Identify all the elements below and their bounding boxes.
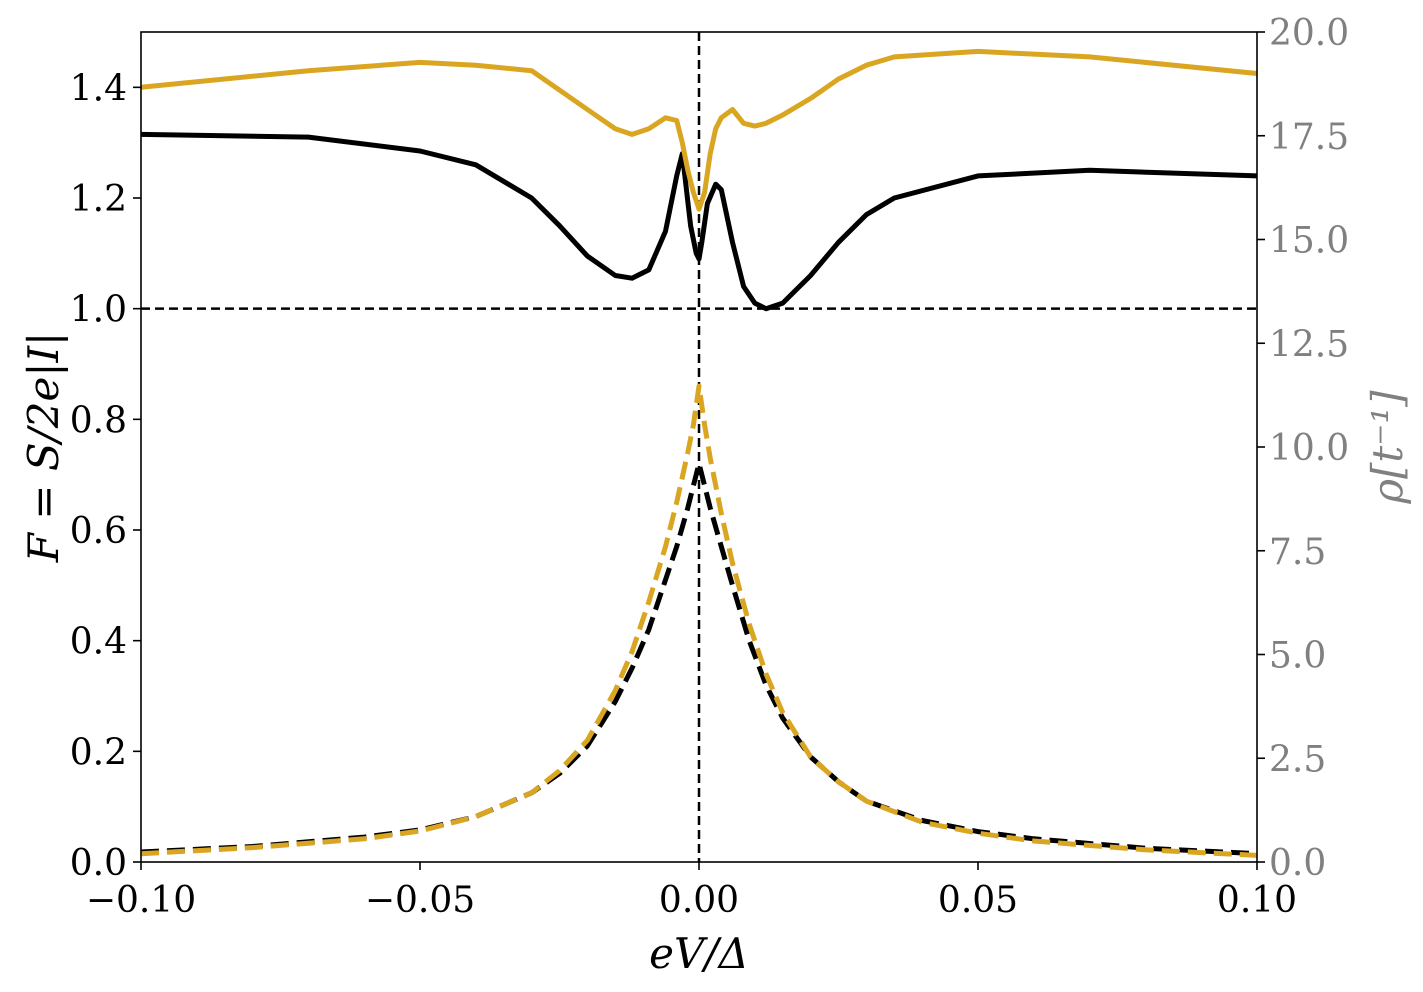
y-left-tick-label: 0.6	[70, 511, 127, 552]
x-tick-label: −0.05	[365, 880, 475, 921]
y-right-tick-label: 12.5	[1269, 324, 1349, 365]
y-right-tick-label: 17.5	[1269, 117, 1349, 158]
x-axis-label: eV/Δ	[649, 929, 749, 978]
y-right-tick-label: 10.0	[1269, 428, 1349, 469]
y-left-tick-label: 1.4	[70, 68, 127, 109]
y-left-tick-label: 1.0	[70, 290, 127, 331]
y-right-tick-label: 2.5	[1269, 739, 1326, 780]
series-line-1	[140, 131, 1258, 312]
y-left-tick-label: 0.0	[70, 843, 127, 884]
y-left-tick-label: 0.4	[70, 622, 127, 663]
y-right-tick-label: 15.0	[1269, 221, 1349, 262]
y-right-tick-label: 0.0	[1269, 843, 1326, 884]
y-axis-left-label: F = S/2e|I|	[19, 332, 68, 563]
x-tick-label: −0.10	[86, 880, 196, 921]
y-right-tick-label: 20.0	[1269, 13, 1349, 54]
y-right-tick-label: 5.0	[1269, 636, 1326, 677]
series-line-4	[140, 383, 1258, 858]
x-axis: −0.10 −0.05 0.00 0.05 0.10	[86, 862, 1297, 921]
series-layer	[140, 48, 1258, 858]
y-axis-right-label: ρ[t⁻¹]	[1363, 390, 1412, 505]
reference-lines	[141, 32, 1257, 862]
x-tick-label: 0.05	[938, 880, 1018, 921]
x-tick-label: 0.10	[1217, 880, 1297, 921]
y-axis-left: 0.0 0.2 0.4 0.6 0.8 1.0 1.2 1.4	[70, 68, 141, 884]
y-left-tick-label: 1.2	[70, 179, 127, 220]
y-axis-right: 0.0 2.5 5.0 7.5 10.0 12.5 15.0 17.5 20.0	[1257, 13, 1349, 884]
x-tick-label: 0.00	[659, 880, 739, 921]
series-line-2	[140, 48, 1258, 212]
y-left-tick-label: 0.8	[70, 400, 127, 441]
y-left-tick-label: 0.2	[70, 732, 127, 773]
y-right-tick-label: 7.5	[1269, 532, 1326, 573]
